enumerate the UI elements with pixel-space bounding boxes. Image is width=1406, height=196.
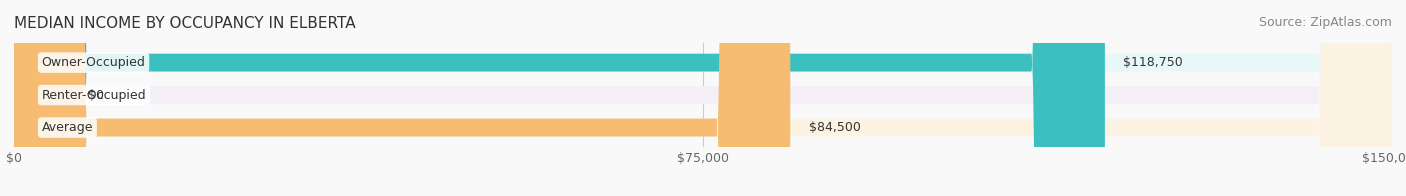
FancyBboxPatch shape bbox=[14, 0, 1392, 196]
Text: Renter-Occupied: Renter-Occupied bbox=[42, 89, 146, 102]
FancyBboxPatch shape bbox=[14, 0, 790, 196]
Text: Average: Average bbox=[42, 121, 93, 134]
FancyBboxPatch shape bbox=[14, 0, 60, 196]
Text: $0: $0 bbox=[87, 89, 104, 102]
Text: $84,500: $84,500 bbox=[808, 121, 860, 134]
FancyBboxPatch shape bbox=[14, 0, 1392, 196]
FancyBboxPatch shape bbox=[14, 0, 1392, 196]
Text: MEDIAN INCOME BY OCCUPANCY IN ELBERTA: MEDIAN INCOME BY OCCUPANCY IN ELBERTA bbox=[14, 16, 356, 31]
FancyBboxPatch shape bbox=[14, 0, 1105, 196]
Text: $118,750: $118,750 bbox=[1123, 56, 1182, 69]
Text: Owner-Occupied: Owner-Occupied bbox=[42, 56, 145, 69]
Text: Source: ZipAtlas.com: Source: ZipAtlas.com bbox=[1258, 16, 1392, 29]
